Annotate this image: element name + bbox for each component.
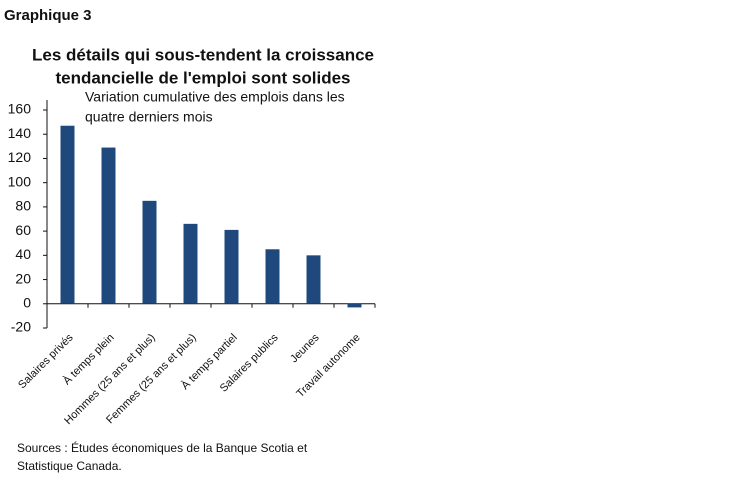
x-tick-label: Jeunes — [288, 331, 322, 365]
bar — [183, 223, 198, 304]
source-note: Sources : Études économiques de la Banqu… — [17, 440, 308, 455]
chart-title: tendancielle de l'emploi sont solides — [55, 68, 350, 87]
y-tick-label: 80 — [15, 198, 31, 214]
bar — [347, 303, 362, 308]
bar — [60, 125, 75, 304]
y-tick-label: 100 — [8, 173, 32, 189]
y-tick-label: 140 — [8, 125, 32, 141]
chart-subtitle: Variation cumulative des emplois dans le… — [85, 89, 345, 105]
source-note: Statistique Canada. — [17, 459, 122, 473]
y-tick-label: 40 — [15, 246, 31, 262]
bar — [224, 229, 239, 304]
header-label: Graphique 3 — [4, 7, 92, 24]
y-tick-label: 60 — [15, 222, 31, 238]
chart-title: Les détails qui sous-tendent la croissan… — [32, 45, 374, 64]
bar — [142, 200, 157, 304]
y-tick-label: -20 — [11, 319, 31, 335]
chart-subtitle: quatre derniers mois — [85, 109, 213, 125]
bar — [101, 147, 116, 304]
y-tick-label: 160 — [8, 101, 32, 117]
bar — [306, 255, 321, 304]
y-tick-label: 0 — [23, 294, 31, 310]
bar — [265, 249, 280, 304]
y-tick-label: 120 — [8, 149, 32, 165]
y-tick-label: 20 — [15, 270, 31, 286]
